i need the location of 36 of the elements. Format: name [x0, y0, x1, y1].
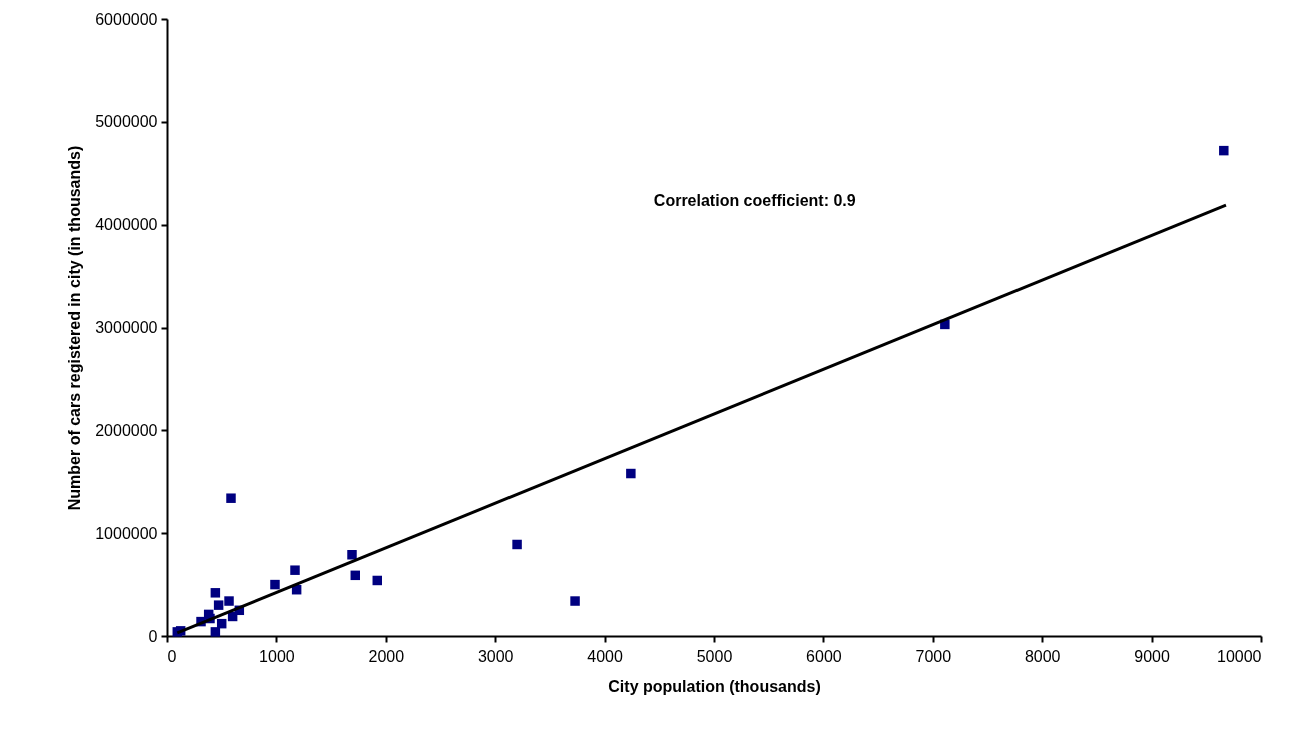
x-axis-title: City population (thousands) — [608, 677, 821, 695]
point — [347, 550, 357, 560]
x-tick-label: 10000 — [1217, 647, 1262, 665]
y-tick-label: 6000000 — [95, 10, 158, 28]
x-tick-label: 3000 — [477, 647, 514, 665]
point — [512, 539, 522, 550]
x-tick-label: 8000 — [1024, 647, 1061, 665]
x-tick-label: 5000 — [696, 647, 733, 665]
annotation: Correlation coefficient: 0.9 — [653, 192, 856, 210]
point — [216, 618, 227, 629]
point — [372, 575, 383, 586]
point — [210, 588, 221, 598]
y-tick-label: 4000000 — [95, 216, 158, 234]
x-tick-label: 9000 — [1134, 647, 1170, 665]
point — [224, 596, 234, 606]
y-tick-label: 2000000 — [95, 421, 158, 439]
point — [210, 627, 221, 637]
x-tick-label: 4000 — [587, 647, 623, 665]
y-tick-label: 3000000 — [95, 319, 158, 336]
x-tick-label: 1000 — [259, 647, 295, 665]
point — [213, 600, 224, 610]
point — [350, 570, 361, 581]
point — [626, 468, 636, 479]
point — [226, 493, 236, 503]
y-tick-label: 5000000 — [95, 113, 158, 131]
point — [1219, 145, 1229, 156]
x-tick-label: 6000 — [806, 647, 842, 665]
y-tick-label: 0 — [148, 627, 158, 645]
point — [270, 579, 280, 590]
y-axis-title: Number of cars registered in city (in thousands) — [66, 145, 84, 511]
x-tick-label: 0 — [167, 647, 177, 665]
y-tick-label: 1000000 — [95, 524, 158, 542]
point — [570, 596, 580, 606]
point — [290, 565, 300, 575]
x-tick-label: 2000 — [368, 647, 405, 665]
x-tick-label: 7000 — [915, 647, 952, 665]
